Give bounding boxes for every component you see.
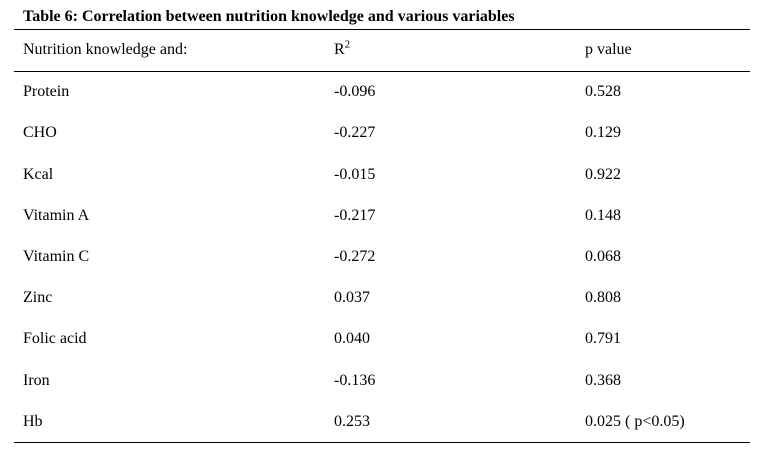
row-variable: Hb — [23, 413, 43, 430]
table-caption: Table 6: Correlation between nutrition k… — [23, 8, 515, 25]
header-variable: Nutrition knowledge and: — [23, 41, 188, 58]
row-r-squared: -0.096 — [334, 83, 376, 100]
row-r-squared: -0.272 — [334, 248, 376, 265]
row-p-value: 0.368 — [585, 372, 621, 389]
row-variable: CHO — [23, 124, 57, 141]
row-variable: Kcal — [23, 166, 54, 183]
row-p-value: 0.025 ( p<0.05) — [585, 413, 685, 430]
row-r-squared: -0.217 — [334, 207, 376, 224]
row-variable: Vitamin A — [23, 207, 90, 224]
row-r-squared: 0.040 — [334, 330, 370, 347]
header-r-squared: R2 — [334, 38, 351, 60]
row-r-squared: -0.015 — [334, 166, 376, 183]
row-variable: Vitamin C — [23, 248, 90, 265]
header-p-value: p value — [585, 41, 632, 58]
row-variable: Folic acid — [23, 330, 87, 347]
top-rule — [14, 29, 750, 30]
bottom-rule — [14, 442, 750, 443]
row-variable: Iron — [23, 372, 50, 389]
row-p-value: 0.148 — [585, 207, 621, 224]
row-p-value: 0.808 — [585, 289, 621, 306]
row-r-squared: 0.037 — [334, 289, 370, 306]
row-variable: Protein — [23, 83, 70, 100]
row-r-squared: 0.253 — [334, 413, 370, 430]
row-p-value: 0.922 — [585, 166, 621, 183]
header-r-superscript: 2 — [344, 38, 351, 51]
row-p-value: 0.528 — [585, 83, 621, 100]
header-rule — [14, 71, 750, 72]
row-p-value: 0.068 — [585, 248, 621, 265]
row-p-value: 0.129 — [585, 124, 621, 141]
row-p-value: 0.791 — [585, 330, 621, 347]
row-variable: Zinc — [23, 289, 53, 306]
row-r-squared: -0.136 — [334, 372, 376, 389]
header-r-base: R — [334, 41, 345, 58]
row-r-squared: -0.227 — [334, 124, 376, 141]
